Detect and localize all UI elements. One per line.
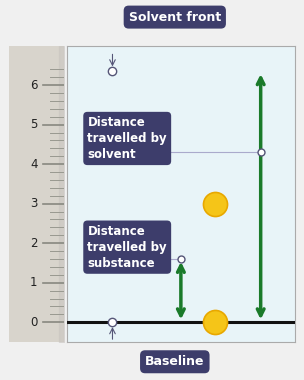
Text: Baseline: Baseline (145, 355, 205, 368)
Text: 2: 2 (30, 237, 38, 250)
Text: 1: 1 (30, 276, 38, 289)
Text: Solvent front: Solvent front (129, 11, 221, 24)
Point (213, 201, 218, 207)
Point (213, 319, 218, 325)
Text: 3: 3 (30, 197, 38, 210)
Text: 5: 5 (30, 118, 38, 131)
Text: 4: 4 (30, 158, 38, 171)
Text: 6: 6 (30, 79, 38, 92)
Text: Distance
travelled by
solvent: Distance travelled by solvent (88, 116, 167, 161)
Text: Distance
travelled by
substance: Distance travelled by substance (88, 225, 167, 270)
Text: 0: 0 (30, 316, 38, 329)
